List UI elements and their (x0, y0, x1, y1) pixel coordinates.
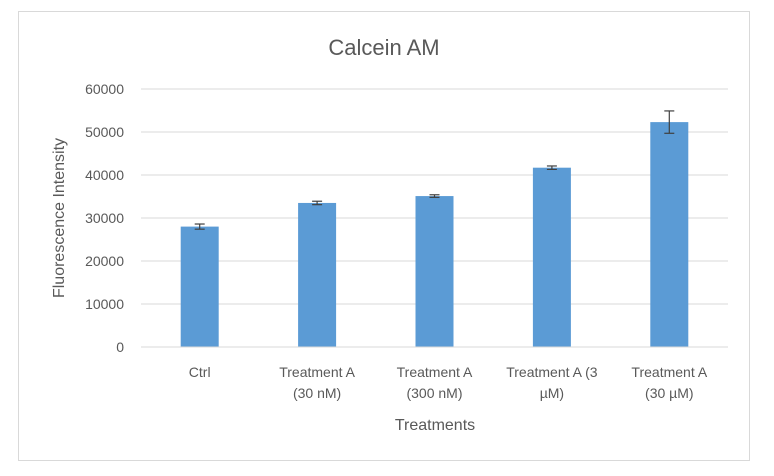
error-bar (546, 165, 557, 171)
y-tick-label: 20000 (85, 253, 124, 269)
error-bar (429, 194, 440, 198)
y-axis-title: Fluorescence Intensity (51, 138, 68, 298)
y-tick-label: 50000 (85, 124, 124, 140)
y-tick-label: 10000 (85, 296, 124, 312)
x-tick-label: Ctrl (189, 364, 211, 380)
error-bars (194, 110, 675, 230)
x-tick-label: Treatment A (300 nM) (397, 364, 473, 401)
bar (415, 196, 454, 347)
y-tick-label: 30000 (85, 210, 124, 226)
y-tick-label: 60000 (85, 81, 124, 97)
error-bar (664, 110, 675, 134)
error-bar (312, 200, 323, 206)
y-axis-ticks: 0 10000 20000 30000 40000 50000 60000 (85, 81, 124, 355)
bar (532, 167, 571, 347)
bars (180, 122, 689, 347)
x-tick-label: Treatment A (30 µM) (631, 364, 707, 401)
x-tick-label: Treatment A (30 nM) (279, 364, 355, 401)
error-bar (194, 223, 205, 230)
x-axis-ticks: Ctrl Treatment A (30 nM) Treatment A (300 nM… (189, 364, 708, 401)
y-tick-label: 0 (116, 339, 124, 355)
chart-title: Calcein AM (328, 35, 439, 60)
bar (650, 122, 689, 347)
gridlines (141, 88, 728, 305)
x-axis-title: Treatments (395, 417, 475, 434)
bar (298, 202, 337, 347)
x-tick-label: Treatment A (3 µM) (506, 364, 598, 401)
y-tick-label: 40000 (85, 167, 124, 183)
bar (180, 226, 219, 347)
chart-frame (18, 11, 750, 461)
